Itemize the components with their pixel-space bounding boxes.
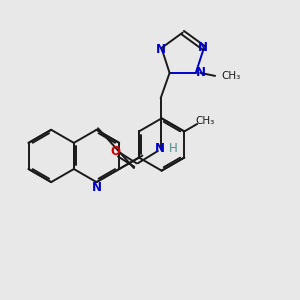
Text: CH₃: CH₃ (221, 71, 240, 81)
Text: N: N (196, 66, 206, 80)
Text: N: N (198, 40, 208, 54)
Text: O: O (110, 145, 121, 158)
Text: N: N (155, 142, 165, 155)
Text: N: N (92, 181, 101, 194)
Text: H: H (169, 142, 178, 155)
Text: N: N (156, 43, 166, 56)
Text: CH₃: CH₃ (195, 116, 214, 126)
